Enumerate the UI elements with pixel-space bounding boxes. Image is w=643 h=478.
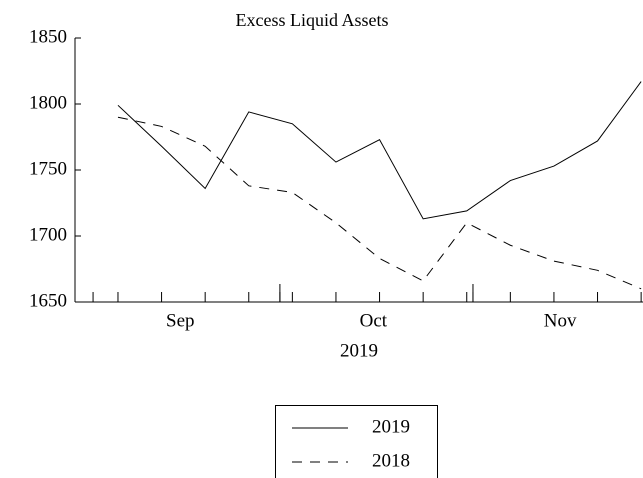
x-tick-label: Sep (166, 310, 195, 331)
y-tick-label: 1800 (29, 92, 67, 113)
x-tick-label: Nov (544, 310, 577, 331)
legend-box (275, 405, 438, 478)
y-tick-label: 1650 (29, 290, 67, 311)
y-tick-label: 1750 (29, 158, 67, 179)
x-tick-label: Oct (360, 310, 388, 331)
x-axis-label: 2019 (340, 340, 378, 361)
chart-title: Excess Liquid Assets (236, 10, 389, 30)
y-tick-label: 1850 (29, 26, 67, 47)
series-line (117, 116, 642, 290)
series-line (117, 81, 642, 220)
legend-label: 2019 (372, 416, 410, 437)
legend-label: 2018 (372, 450, 410, 471)
y-tick-label: 1700 (29, 224, 67, 245)
